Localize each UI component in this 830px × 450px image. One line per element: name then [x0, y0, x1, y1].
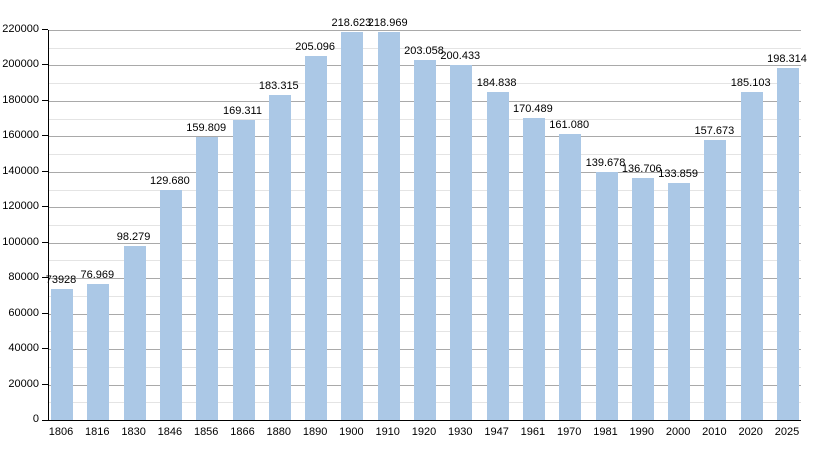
x-tick-label: 1890 [302, 426, 328, 438]
value-label: 203.058 [404, 45, 444, 57]
gridline-minor [49, 47, 801, 49]
y-axis-tick [42, 170, 48, 172]
y-axis-tick [42, 420, 48, 421]
x-tick-label: 2020 [738, 426, 763, 438]
bar [668, 183, 691, 420]
plot-area [48, 30, 801, 421]
x-tick-label: 1880 [266, 426, 292, 438]
x-tick-label: 1961 [520, 426, 546, 438]
value-label: 169.311 [223, 105, 262, 117]
y-axis-tick [42, 135, 48, 137]
value-label: 157.673 [694, 125, 735, 137]
x-tick-label: 1981 [593, 426, 618, 438]
y-axis-tick [42, 99, 48, 101]
bar [740, 92, 763, 420]
value-label: 73928 [45, 274, 77, 286]
x-tick-label: 1990 [629, 426, 655, 438]
value-label: 76.969 [80, 269, 115, 281]
x-tick-label: 1930 [448, 426, 473, 438]
bar [559, 134, 582, 420]
bar [522, 118, 545, 420]
x-tick-label: 1816 [85, 426, 110, 438]
gridline-major [49, 30, 801, 31]
value-label: 205.096 [295, 41, 335, 53]
x-tick-label: 2010 [702, 426, 727, 438]
value-label: 161.080 [549, 119, 590, 131]
value-label: 200.433 [440, 50, 481, 62]
y-tick-label: 160000 [2, 129, 39, 142]
x-tick-label: 1806 [48, 426, 74, 438]
x-tick-label: 2025 [774, 426, 800, 438]
value-label: 136.706 [621, 163, 662, 175]
value-label: 183.315 [258, 80, 299, 92]
y-tick-label: 20000 [8, 377, 39, 390]
x-tick-label: 1947 [484, 426, 509, 438]
x-tick-label: 1920 [411, 426, 437, 438]
bar [631, 178, 654, 420]
x-tick-label: 1970 [556, 426, 582, 438]
bar [777, 68, 799, 420]
y-tick-label: 60000 [8, 306, 39, 319]
y-tick-label: 200000 [2, 58, 39, 71]
value-label: 184.838 [476, 77, 517, 89]
bar [486, 92, 509, 420]
bar [595, 172, 618, 420]
y-axis-tick [42, 64, 48, 66]
y-axis-tick [42, 277, 48, 279]
value-label: 129.680 [150, 175, 190, 187]
x-tick-label: 1830 [121, 426, 146, 438]
y-tick-label: 220000 [2, 23, 39, 35]
x-tick-label: 1910 [375, 426, 400, 438]
y-tick-label: 100000 [2, 235, 39, 248]
y-axis-tick [42, 206, 48, 208]
value-label: 98.279 [116, 231, 151, 243]
value-label: 185.103 [730, 77, 771, 89]
x-tick-label: 1900 [339, 426, 364, 438]
y-axis-tick [42, 312, 48, 314]
bar [123, 246, 146, 420]
bar [268, 95, 291, 420]
bar [414, 60, 436, 420]
value-label: 218.623 [331, 17, 372, 29]
x-tick-label: 1846 [157, 426, 183, 438]
bar [704, 140, 727, 420]
bar [341, 32, 364, 420]
bar [377, 32, 400, 420]
value-label: 139.678 [585, 157, 626, 169]
value-label: 170.489 [513, 103, 553, 115]
y-axis-tick [42, 241, 48, 243]
y-tick-label: 80000 [8, 271, 39, 284]
y-axis-tick [42, 348, 48, 350]
y-tick-label: 0 [32, 413, 39, 425]
bar [196, 137, 219, 420]
y-tick-label: 120000 [2, 200, 39, 213]
bar [450, 65, 473, 420]
value-label: 218.969 [367, 17, 408, 29]
x-tick-label: 1856 [193, 426, 219, 438]
value-label: 198.314 [767, 53, 807, 65]
bar [159, 190, 182, 420]
bar [305, 56, 328, 420]
y-tick-label: 40000 [8, 342, 39, 355]
x-tick-label: 1866 [230, 426, 255, 438]
value-label: 159.809 [186, 122, 227, 134]
bar [87, 284, 110, 420]
y-tick-label: 180000 [2, 93, 39, 106]
x-tick-label: 2000 [665, 426, 691, 438]
y-tick-label: 140000 [2, 164, 39, 177]
y-axis-tick [42, 29, 48, 30]
bar [51, 289, 73, 420]
bar [232, 120, 255, 420]
value-label: 133.859 [658, 168, 698, 180]
y-axis-tick [42, 383, 48, 385]
